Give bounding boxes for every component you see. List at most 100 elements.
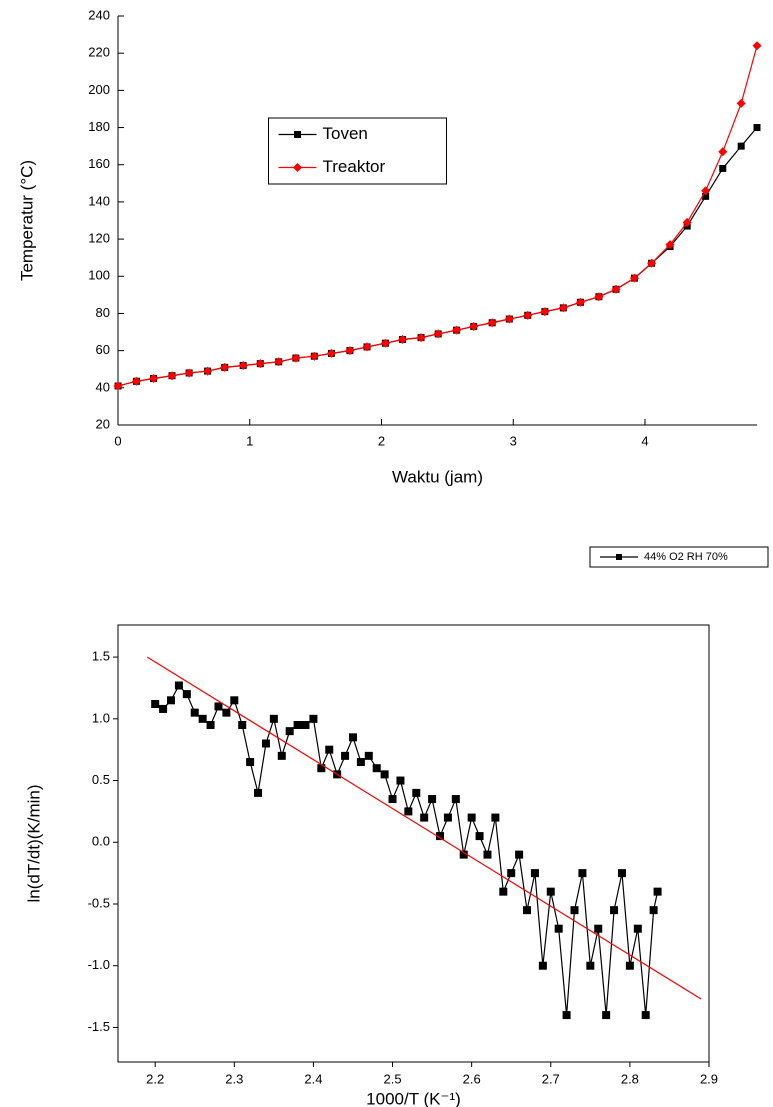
data-point xyxy=(220,362,230,372)
x-tick-label: 2.6 xyxy=(463,1071,481,1086)
x-tick-label: 3 xyxy=(510,433,517,448)
data-point xyxy=(594,924,603,933)
y-tick-label: 0.5 xyxy=(92,772,110,787)
data-point xyxy=(665,240,675,250)
x-axis-title: Waktu (jam) xyxy=(392,467,483,486)
legend-marker xyxy=(616,554,622,560)
data-point xyxy=(682,217,692,227)
data-point xyxy=(459,850,468,859)
data-point xyxy=(436,832,445,841)
data-point xyxy=(452,325,462,335)
data-point xyxy=(752,41,762,51)
series-line xyxy=(146,656,702,1000)
y-tick-label: 160 xyxy=(88,156,110,171)
data-point xyxy=(246,758,255,767)
data-point xyxy=(718,147,728,157)
data-point xyxy=(380,338,390,348)
data-point xyxy=(491,813,500,822)
data-point xyxy=(617,869,626,878)
data-point xyxy=(469,321,479,331)
data-point xyxy=(372,764,381,773)
data-point xyxy=(277,751,286,760)
data-point xyxy=(737,142,745,150)
y-axis-title: Temperatur (°C) xyxy=(17,160,36,281)
data-point xyxy=(443,813,452,822)
data-point xyxy=(546,887,555,896)
data-point xyxy=(255,359,265,369)
legend-label: Toven xyxy=(323,124,368,143)
data-point xyxy=(558,303,568,313)
y-tick-label: 140 xyxy=(88,193,110,208)
data-point xyxy=(131,376,141,386)
data-point xyxy=(214,702,223,711)
data-point xyxy=(167,696,176,705)
data-point xyxy=(487,318,497,328)
data-point xyxy=(653,887,662,896)
data-point xyxy=(356,758,365,767)
y-tick-label: 40 xyxy=(96,379,110,394)
data-point xyxy=(540,307,550,317)
data-point xyxy=(317,764,326,773)
x-tick-label: 2.3 xyxy=(225,1071,243,1086)
data-point xyxy=(416,333,426,343)
data-point xyxy=(433,329,443,339)
data-point xyxy=(388,795,397,804)
data-point xyxy=(309,351,319,361)
data-point xyxy=(575,297,585,307)
y-tick-label: 120 xyxy=(88,231,110,246)
data-point xyxy=(594,292,604,302)
x-tick-label: 2.7 xyxy=(542,1071,560,1086)
x-axis-title: 1000/T (K⁻¹) xyxy=(366,1089,461,1107)
y-tick-label: 20 xyxy=(96,416,110,431)
data-point xyxy=(184,368,194,378)
data-point xyxy=(647,258,657,268)
data-point xyxy=(345,346,355,356)
data-point xyxy=(610,906,619,915)
data-point xyxy=(149,374,159,384)
data-point xyxy=(293,720,302,729)
data-point xyxy=(451,795,460,804)
x-tick-label: 2.8 xyxy=(621,1071,639,1086)
data-point xyxy=(562,1011,571,1020)
data-point xyxy=(701,186,711,196)
data-point xyxy=(159,704,168,713)
y-tick-label: 180 xyxy=(88,119,110,134)
data-point xyxy=(753,124,761,132)
data-point xyxy=(222,708,231,717)
data-point xyxy=(404,807,413,816)
data-point xyxy=(554,924,563,933)
data-point xyxy=(113,381,123,391)
y-tick-label: 1.5 xyxy=(92,649,110,664)
data-point xyxy=(380,770,389,779)
y-axis-title: ln(dT/dt)(K/min) xyxy=(24,784,43,902)
data-point xyxy=(507,869,516,878)
y-tick-label: -0.5 xyxy=(88,895,110,910)
data-point xyxy=(182,690,191,699)
plot-frame xyxy=(117,624,710,1063)
y-tick-label: -1.0 xyxy=(88,957,110,972)
data-point xyxy=(151,700,160,709)
data-point xyxy=(274,357,284,367)
legend-box xyxy=(268,117,447,185)
data-point xyxy=(428,795,437,804)
data-point xyxy=(499,887,508,896)
data-point xyxy=(530,869,539,878)
data-point xyxy=(420,813,429,822)
data-point xyxy=(348,733,357,742)
data-point xyxy=(504,314,514,324)
data-point xyxy=(206,720,215,729)
data-point xyxy=(238,720,247,729)
data-point xyxy=(523,906,532,915)
data-point xyxy=(586,961,595,970)
y-tick-label: -1.5 xyxy=(88,1019,110,1034)
x-tick-label: 1 xyxy=(246,433,253,448)
data-point xyxy=(301,720,310,729)
y-tick-label: 220 xyxy=(88,45,110,60)
data-point xyxy=(538,961,547,970)
data-point xyxy=(167,371,177,381)
data-point xyxy=(230,696,239,705)
legend-label: 44% O2 RH 70% xyxy=(644,551,728,563)
data-point xyxy=(625,961,634,970)
y-tick-label: 200 xyxy=(88,82,110,97)
